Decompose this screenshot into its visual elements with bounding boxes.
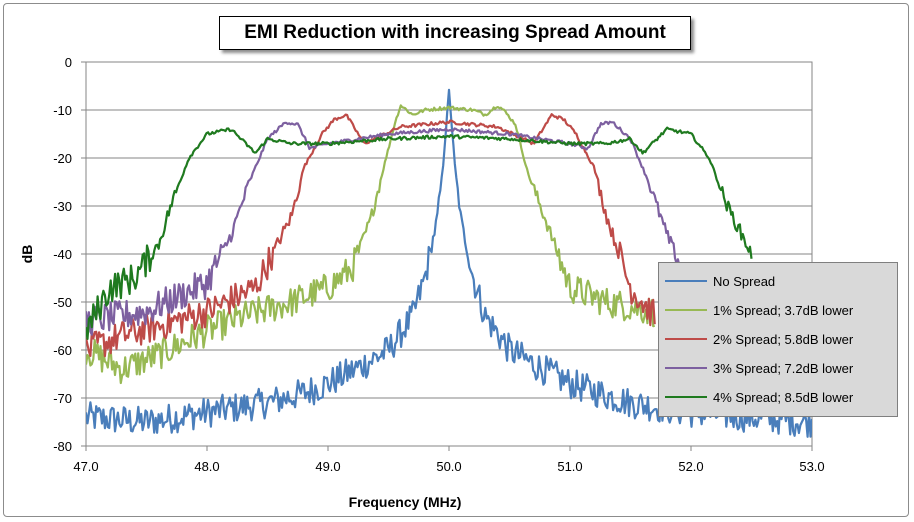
legend-label: 4% Spread; 8.5dB lower xyxy=(713,389,854,405)
legend-swatch xyxy=(665,367,707,369)
chart-title: EMI Reduction with increasing Spread Amo… xyxy=(219,16,691,50)
y-tick-label: 0 xyxy=(65,55,72,70)
series-line-1 xyxy=(86,88,812,438)
legend-swatch xyxy=(665,280,707,282)
legend-item: 2% Spread; 5.8dB lower xyxy=(665,329,853,349)
x-tick-label: 52.0 xyxy=(678,459,703,474)
legend-item: 4% Spread; 8.5dB lower xyxy=(665,387,853,407)
legend: No Spread 1% Spread; 3.7dB lower 2% Spread… xyxy=(658,262,898,417)
legend-label: 3% Spread; 7.2dB lower xyxy=(713,360,854,376)
legend-label: No Spread xyxy=(713,273,776,289)
y-tick-label: -50 xyxy=(53,295,72,310)
series-line-2 xyxy=(86,104,656,385)
y-axis-title: dB xyxy=(19,245,35,264)
legend-swatch xyxy=(665,338,707,340)
legend-item: 1% Spread; 3.7dB lower xyxy=(665,300,853,320)
legend-item: No Spread xyxy=(665,271,775,291)
legend-swatch xyxy=(665,309,707,311)
x-axis-title: Frequency (MHz) xyxy=(349,494,462,510)
x-tick-label: 53.0 xyxy=(799,459,824,474)
x-tick-label: 51.0 xyxy=(557,459,582,474)
y-tick-label: -20 xyxy=(53,151,72,166)
legend-swatch xyxy=(665,396,707,398)
y-tick-label: -30 xyxy=(53,199,72,214)
y-tick-label: -70 xyxy=(53,391,72,406)
y-tick-label: -80 xyxy=(53,439,72,454)
x-tick-label: 50.0 xyxy=(436,459,461,474)
series-line-4 xyxy=(86,120,693,336)
x-tick-label: 49.0 xyxy=(315,459,340,474)
y-tick-label: -40 xyxy=(53,247,72,262)
y-tick-label: -10 xyxy=(53,103,72,118)
y-tick-label: -60 xyxy=(53,343,72,358)
legend-item: 3% Spread; 7.2dB lower xyxy=(665,358,853,378)
legend-label: 2% Spread; 5.8dB lower xyxy=(713,331,854,347)
x-tick-label: 47.0 xyxy=(73,459,98,474)
series-line-5 xyxy=(86,126,753,340)
legend-label: 1% Spread; 3.7dB lower xyxy=(713,302,854,318)
x-tick-label: 48.0 xyxy=(194,459,219,474)
